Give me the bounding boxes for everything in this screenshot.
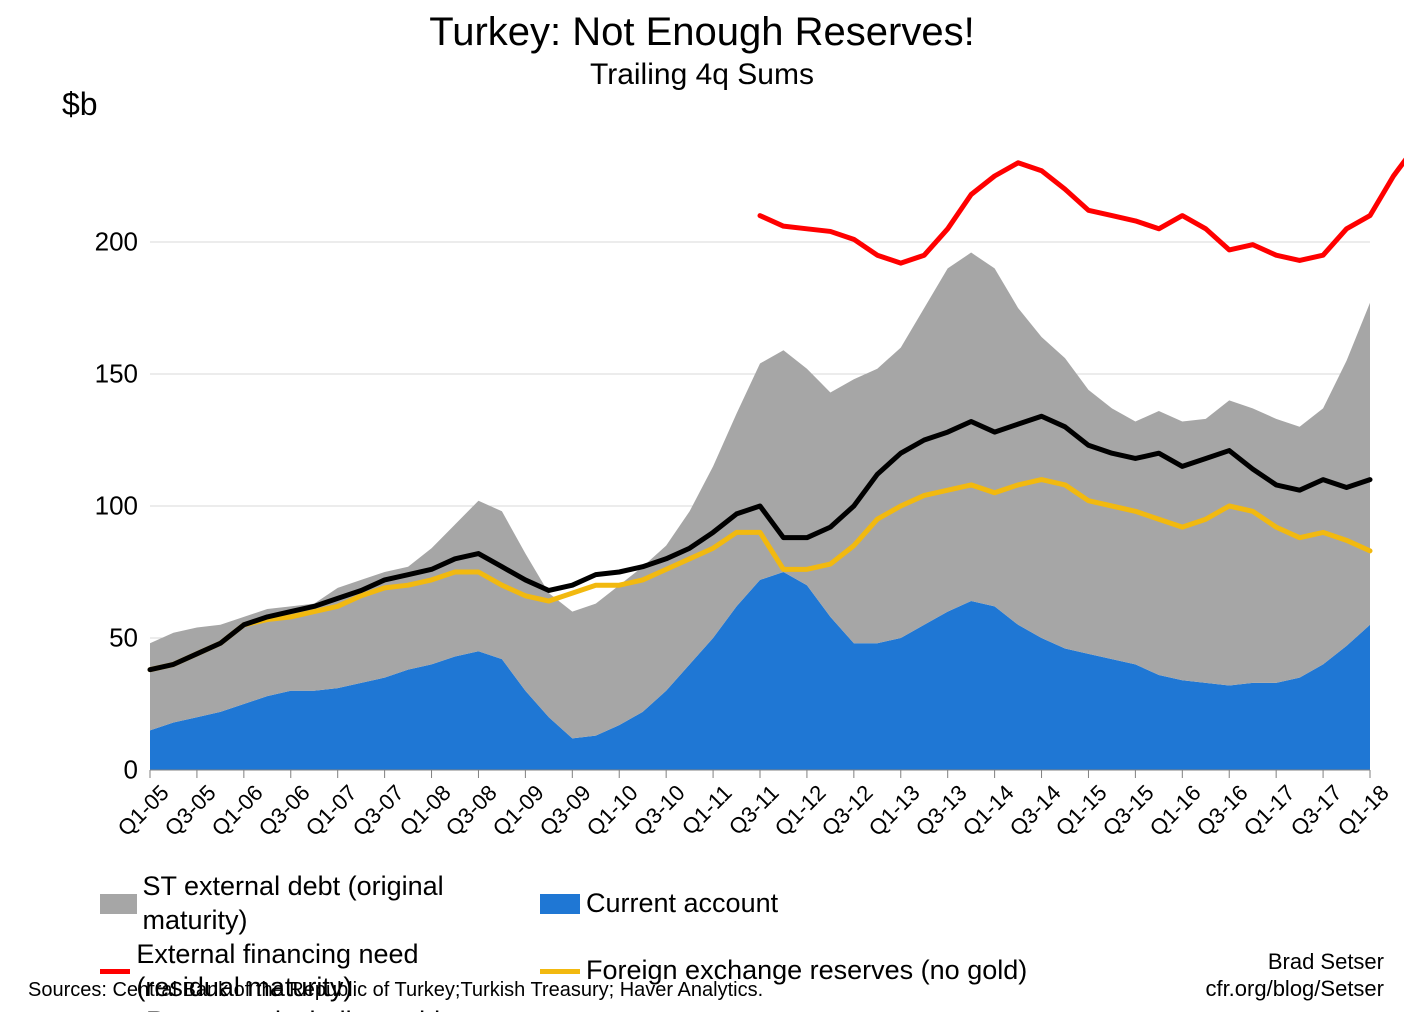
legend-item: Reserves, including gold: [100, 1005, 520, 1012]
legend-swatch: [100, 969, 130, 974]
legend-swatch: [540, 894, 580, 914]
credit-author: Brad Setser: [1205, 949, 1384, 975]
credit-block: Brad Setser cfr.org/blog/Setser: [1205, 949, 1384, 1002]
legend-row: ST external debt (original maturity) Curr…: [100, 870, 1300, 938]
chart-figure: { "title": "Turkey: Not Enough Reserves!…: [0, 0, 1404, 1012]
ytick-label: 100: [95, 491, 138, 522]
legend-item: ST external debt (original maturity): [100, 870, 520, 938]
legend-label: Reserves, including gold: [146, 1005, 440, 1012]
legend-item: Current account: [540, 870, 778, 938]
legend-swatch: [540, 969, 580, 974]
ytick-label: 0: [124, 755, 138, 786]
credit-url: cfr.org/blog/Setser: [1205, 976, 1384, 1002]
legend-row: Reserves, including gold: [100, 1005, 1300, 1012]
chart-plot-svg: [0, 0, 1404, 1012]
sources-line: Sources: Central Bank of the Republic of…: [28, 979, 763, 1002]
ytick-label: 50: [109, 623, 138, 654]
legend-swatch: [100, 894, 137, 914]
ytick-label: 150: [95, 359, 138, 390]
legend-label: ST external debt (original maturity): [143, 870, 521, 938]
ytick-label: 200: [95, 227, 138, 258]
legend-label: Current account: [586, 887, 778, 921]
